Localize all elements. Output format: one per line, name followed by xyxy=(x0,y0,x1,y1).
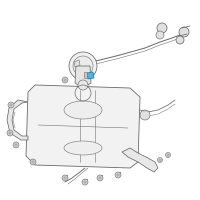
Circle shape xyxy=(82,179,88,185)
Circle shape xyxy=(176,36,184,44)
Circle shape xyxy=(140,110,150,120)
Circle shape xyxy=(156,31,164,39)
Circle shape xyxy=(30,159,36,165)
Circle shape xyxy=(157,23,167,33)
Circle shape xyxy=(97,175,103,181)
Circle shape xyxy=(78,80,88,90)
Circle shape xyxy=(73,56,93,76)
Circle shape xyxy=(62,175,68,181)
Circle shape xyxy=(8,102,14,108)
Polygon shape xyxy=(26,85,140,168)
Polygon shape xyxy=(74,60,80,67)
Circle shape xyxy=(13,142,19,148)
Polygon shape xyxy=(122,148,158,172)
Circle shape xyxy=(7,130,13,136)
Circle shape xyxy=(179,27,189,37)
Circle shape xyxy=(62,77,68,83)
Polygon shape xyxy=(87,72,94,79)
Polygon shape xyxy=(84,72,87,78)
Circle shape xyxy=(115,172,121,178)
Circle shape xyxy=(158,158,162,162)
Circle shape xyxy=(166,152,170,158)
Polygon shape xyxy=(7,100,28,140)
Ellipse shape xyxy=(64,141,102,155)
Circle shape xyxy=(69,52,97,80)
Ellipse shape xyxy=(64,101,102,119)
Polygon shape xyxy=(75,66,91,87)
